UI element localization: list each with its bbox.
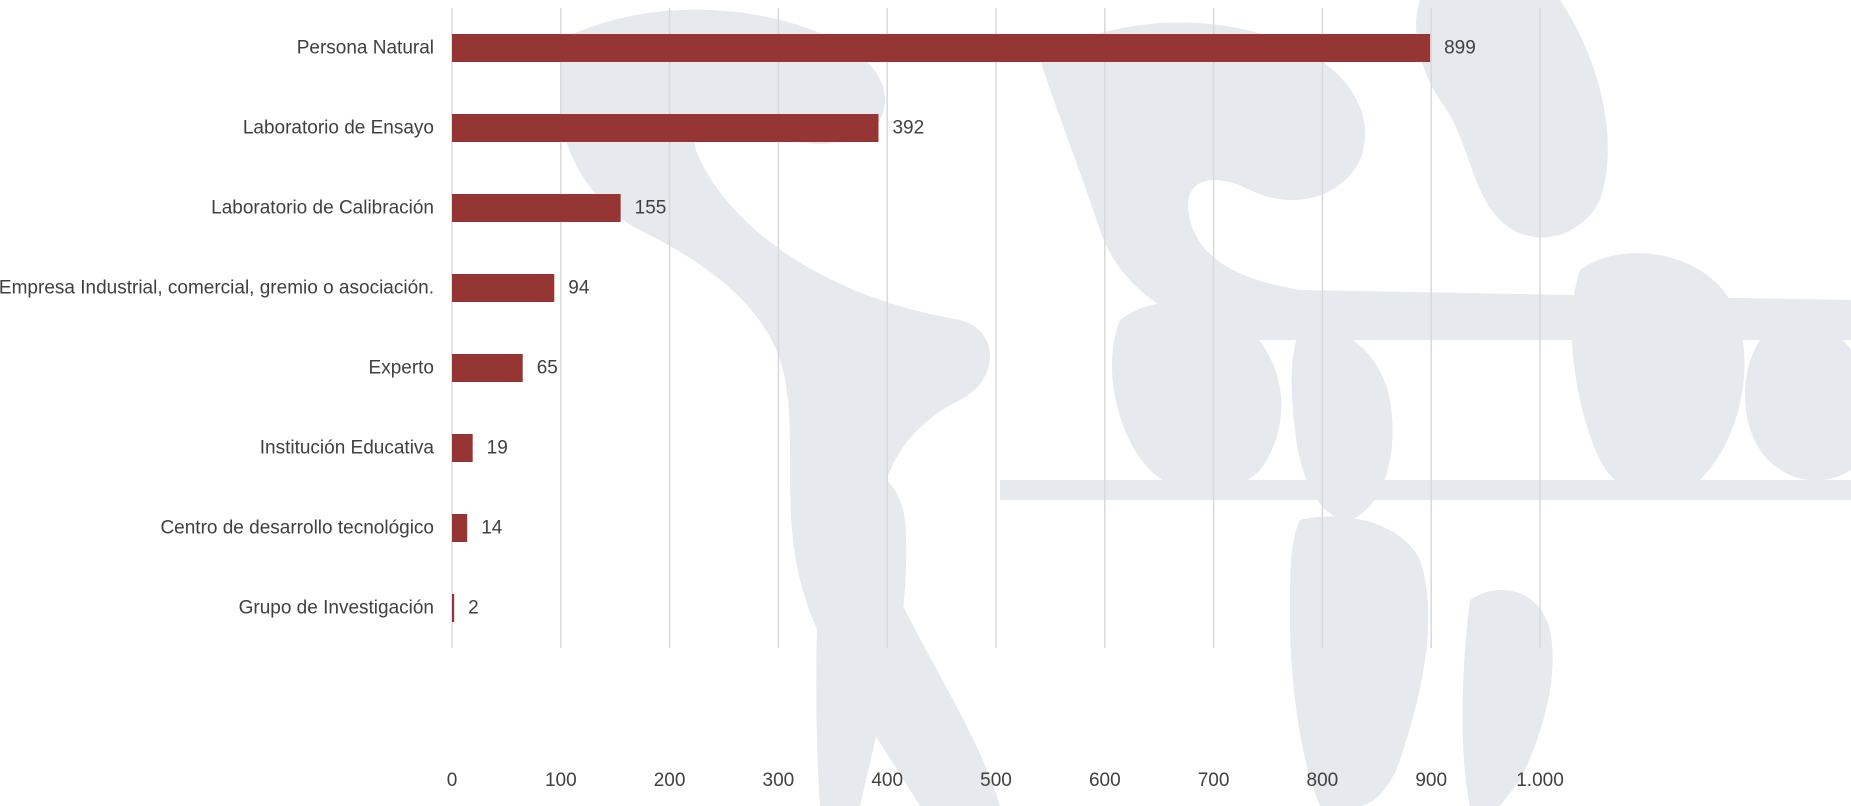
x-tick-label: 1.000 <box>1516 770 1564 791</box>
category-label: Centro de desarrollo tecnológico <box>160 518 434 539</box>
x-tick-label: 900 <box>1415 770 1447 791</box>
bars <box>452 34 1431 622</box>
data-label: 2 <box>468 598 479 619</box>
coat-of-arms-watermark <box>560 0 1851 806</box>
category-label: Experto <box>369 358 434 379</box>
x-axis-tick-labels: 0 100 200 300 400 500 600 700 800 900 1.000 <box>447 770 1564 791</box>
x-tick-label: 200 <box>654 770 686 791</box>
x-tick-label: 400 <box>871 770 903 791</box>
x-tick-label: 300 <box>763 770 795 791</box>
category-label: Persona Natural <box>297 38 434 59</box>
data-labels: 899 392 155 94 65 19 14 2 <box>468 38 1476 619</box>
bar <box>452 274 555 302</box>
x-tick-label: 700 <box>1198 770 1230 791</box>
bar <box>452 434 473 462</box>
x-tick-label: 600 <box>1089 770 1121 791</box>
bar <box>452 34 1431 62</box>
x-tick-label: 100 <box>545 770 577 791</box>
bar <box>452 194 621 222</box>
category-label: Laboratorio de Calibración <box>211 198 434 219</box>
category-label: Institución Educativa <box>260 438 435 459</box>
data-label: 94 <box>568 278 590 299</box>
data-label: 392 <box>892 118 924 139</box>
bar <box>452 514 468 542</box>
category-labels: Persona Natural Laboratorio de Ensayo Labo… <box>0 38 434 619</box>
x-tick-label: 800 <box>1307 770 1339 791</box>
bar <box>452 114 879 142</box>
data-label: 899 <box>1444 38 1476 59</box>
category-label: Laboratorio de Ensayo <box>243 118 434 139</box>
x-tick-label: 500 <box>980 770 1012 791</box>
x-tick-label: 0 <box>447 770 458 791</box>
data-label: 14 <box>481 518 503 539</box>
bar <box>452 594 455 622</box>
data-label: 155 <box>635 198 667 219</box>
data-label: 65 <box>537 358 558 379</box>
category-label: Grupo de Investigación <box>239 598 434 619</box>
bar <box>452 354 523 382</box>
data-label: 19 <box>487 438 508 459</box>
category-label: Empresa Industrial, comercial, gremio o … <box>0 278 434 299</box>
